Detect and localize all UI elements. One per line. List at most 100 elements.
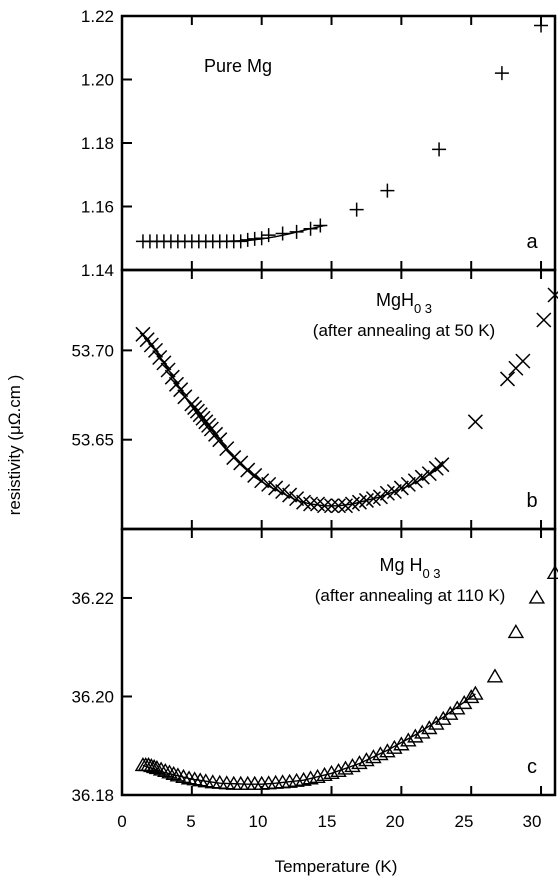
panel-title-subscript: 0 3 — [414, 301, 432, 316]
data-point — [330, 762, 347, 778]
y-tick-label: 53.65 — [71, 431, 114, 450]
fit-curve — [142, 693, 476, 785]
data-point — [337, 760, 354, 775]
data-point — [246, 775, 263, 790]
data-point — [421, 466, 437, 482]
y-tick-label: 53.70 — [71, 341, 114, 360]
x-tick-label: 10 — [249, 812, 268, 831]
data-point — [494, 66, 509, 81]
data-point — [261, 228, 276, 243]
fit-curve — [142, 333, 444, 507]
data-point — [462, 689, 480, 704]
data-point — [145, 759, 163, 774]
data-point — [400, 732, 417, 747]
x-tick-label: 0 — [117, 812, 126, 831]
x-tick-label: 30 — [523, 812, 542, 831]
data-point — [212, 432, 228, 448]
panels-layer: 1.22 1.20 1.18 1.16 1.14 Pure Mg a 53.70 53.65 Mg… — [71, 7, 558, 805]
data-point — [309, 768, 326, 783]
data-point — [351, 755, 368, 770]
data-point — [313, 218, 328, 233]
data-points — [135, 287, 558, 514]
data-point — [289, 224, 304, 239]
panel-title: Pure Mg — [204, 56, 272, 76]
data-point — [421, 720, 438, 735]
data-point — [165, 765, 182, 781]
y-axis-label: resistivity (μΩ.cm ) — [5, 375, 24, 516]
data-point — [407, 473, 423, 489]
data-point — [282, 487, 298, 503]
panel-title: Mg H0 3 — [379, 555, 440, 581]
data-point — [164, 369, 180, 385]
data-point — [233, 234, 248, 249]
y-tick-label: 1.20 — [81, 71, 114, 90]
y-tick-label: 36.18 — [71, 786, 114, 805]
data-point — [386, 483, 402, 500]
data-point — [295, 771, 312, 786]
data-point — [536, 312, 552, 328]
data-point — [240, 232, 255, 247]
data-point — [152, 761, 170, 776]
x-tick-label: 15 — [318, 812, 337, 831]
data-point — [414, 724, 431, 739]
data-point — [247, 467, 263, 483]
data-point — [289, 491, 305, 507]
data-point — [528, 589, 546, 604]
data-point — [400, 476, 416, 492]
data-point — [534, 18, 549, 33]
data-point — [303, 221, 318, 236]
panel-subtitle: (after annealing at 50 K) — [313, 321, 495, 340]
data-point — [386, 739, 403, 754]
data-point — [160, 362, 176, 378]
data-point — [180, 770, 198, 785]
data-point — [515, 353, 531, 369]
data-point — [261, 476, 277, 492]
plot-frame — [120, 14, 557, 272]
data-point — [379, 743, 396, 758]
panel-title-main: Pure Mg — [204, 56, 272, 76]
data-point — [546, 564, 558, 580]
panel-c: 36.22 36.20 36.18 Mg H0 3 (after annealing a… — [71, 527, 558, 805]
data-point — [344, 758, 361, 773]
panel-title: MgH0 3 — [376, 290, 432, 316]
data-point — [240, 462, 256, 478]
x-tick-labels: 0 5 10 15 20 25 30 — [117, 812, 541, 831]
panel-subtitle: (after annealing at 110 K) — [315, 586, 506, 605]
panel-letter: b — [526, 490, 537, 512]
data-point — [330, 498, 347, 514]
panel-b: 53.70 53.65 MgH0 3 (after annealing at 50 K… — [71, 268, 558, 531]
data-point — [161, 764, 178, 779]
data-points — [134, 564, 558, 790]
data-point — [365, 749, 382, 764]
data-point — [186, 771, 203, 786]
data-point — [432, 142, 447, 157]
data-point — [254, 473, 270, 489]
data-point — [275, 226, 290, 241]
data-point — [372, 489, 388, 505]
y-tick-label: 36.22 — [71, 589, 114, 608]
data-point — [507, 624, 525, 639]
data-point — [486, 668, 504, 683]
panel-title-subscript: 0 3 — [422, 566, 440, 581]
x-tick-label: 5 — [186, 812, 195, 831]
data-point — [254, 231, 269, 246]
data-point — [302, 770, 319, 785]
y-tick-label: 1.14 — [81, 261, 114, 280]
data-point — [499, 371, 516, 387]
data-point — [316, 766, 333, 781]
data-point — [226, 450, 242, 466]
y-tick-label: 1.22 — [81, 7, 114, 26]
data-point — [157, 762, 174, 778]
data-point — [323, 764, 340, 780]
data-point — [323, 498, 340, 514]
data-point — [434, 457, 450, 473]
data-point — [393, 480, 409, 496]
panel-letter: a — [526, 231, 538, 253]
data-point — [380, 183, 395, 198]
data-point — [435, 710, 452, 725]
plot-frame — [120, 527, 557, 797]
data-point — [393, 736, 410, 751]
data-point — [317, 498, 333, 514]
data-point — [268, 480, 284, 496]
data-point — [303, 496, 319, 512]
